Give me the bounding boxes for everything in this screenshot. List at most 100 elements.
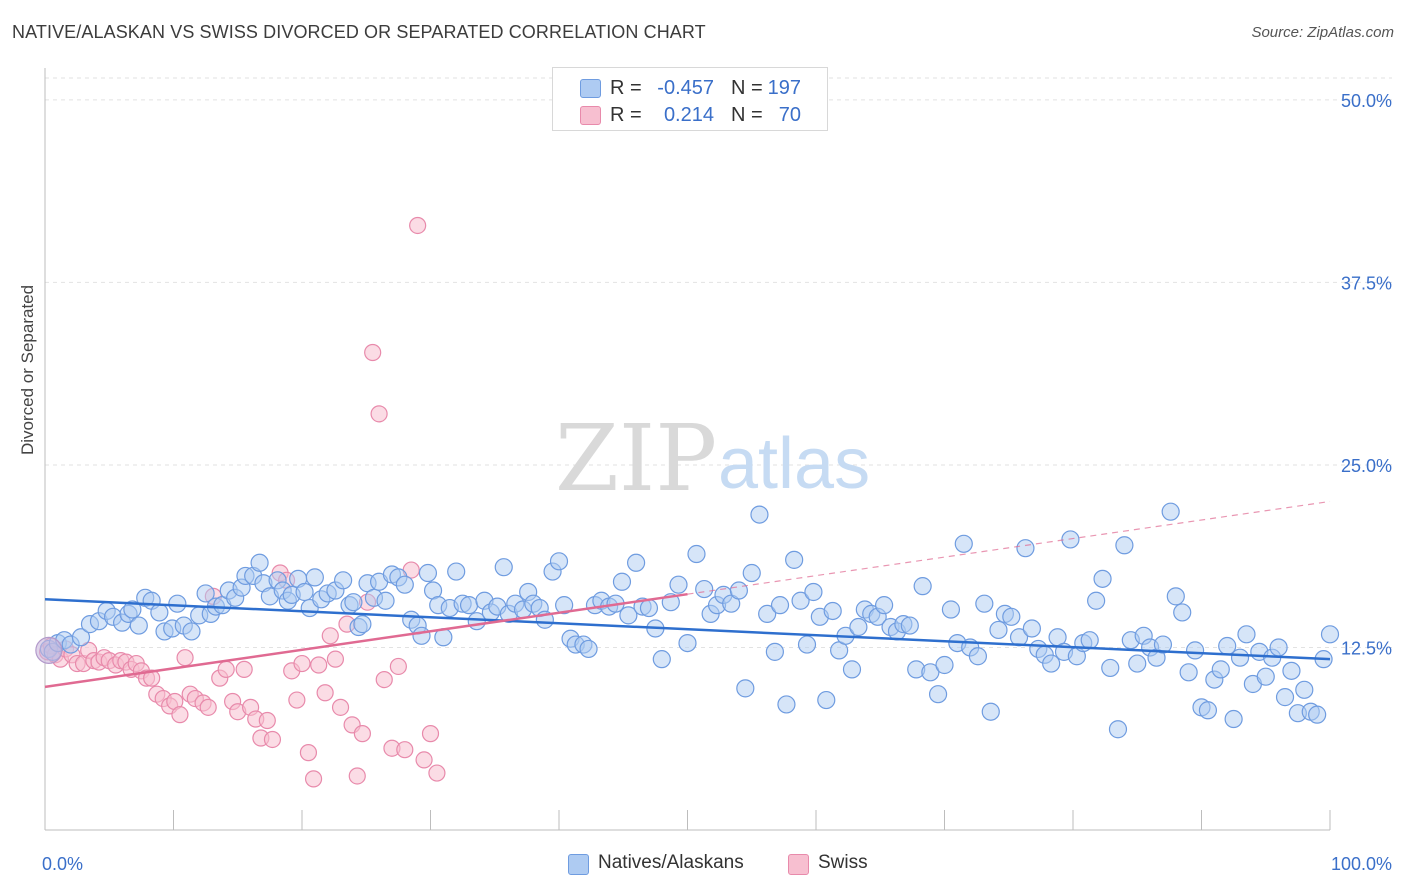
swiss-point xyxy=(396,741,414,759)
legend-row-swiss: R = 0.214 N = 70 xyxy=(553,102,827,128)
y-tick-labels: 12.5% 25.0% 37.5% 50.0% xyxy=(1341,91,1392,659)
swiss-point xyxy=(288,691,306,709)
legend-n-value: 70 xyxy=(778,104,801,126)
natives-point xyxy=(791,591,810,610)
natives-point xyxy=(412,626,431,645)
natives-point xyxy=(652,650,671,669)
legend-r-value: -0.457 xyxy=(657,77,714,99)
natives-point xyxy=(928,685,948,704)
swiss-point xyxy=(310,656,328,674)
natives-point xyxy=(1161,502,1180,521)
natives-point xyxy=(687,544,706,564)
natives-point xyxy=(150,603,169,622)
swiss-point xyxy=(370,405,388,423)
swiss-point xyxy=(415,751,433,769)
source-label: Source: ZipAtlas.com xyxy=(1251,24,1394,41)
bottom-legend-label: Swiss xyxy=(818,852,868,873)
legend-swatch-pink xyxy=(580,106,601,125)
natives-point xyxy=(1308,705,1327,724)
natives-point xyxy=(777,695,796,714)
natives-point xyxy=(295,582,314,602)
natives-point xyxy=(1022,619,1041,638)
natives-point xyxy=(1237,625,1256,644)
swiss-point xyxy=(353,725,371,743)
legend-n-label: N = xyxy=(731,77,763,99)
swiss-point xyxy=(258,711,276,730)
legend-r-label: R = xyxy=(610,104,642,126)
swiss-point xyxy=(321,627,339,645)
natives-point xyxy=(305,568,324,587)
natives-point xyxy=(1166,587,1185,606)
natives-point xyxy=(549,552,569,571)
x-tick-labels: 0.0% 100.0% xyxy=(42,854,1392,874)
natives-point xyxy=(1179,663,1198,682)
natives-point xyxy=(250,553,269,572)
natives-point xyxy=(619,606,638,625)
natives-point xyxy=(35,636,63,664)
natives-point xyxy=(1042,654,1061,673)
natives-point xyxy=(913,577,932,596)
legend-swatch-blue xyxy=(580,79,601,98)
natives-point xyxy=(900,616,919,635)
natives-points xyxy=(35,502,1340,739)
natives-point xyxy=(981,702,1000,721)
natives-point xyxy=(1198,701,1218,720)
natives-point xyxy=(804,582,823,602)
natives-point xyxy=(669,575,688,594)
natives-point xyxy=(1173,603,1192,622)
natives-point xyxy=(785,550,804,569)
natives-point xyxy=(742,563,761,583)
natives-point xyxy=(1275,688,1295,707)
natives-point xyxy=(1211,660,1230,679)
natives-point xyxy=(842,660,862,679)
natives-point xyxy=(1087,591,1106,610)
natives-point xyxy=(1080,631,1099,650)
natives-point xyxy=(817,690,836,710)
natives-point xyxy=(1256,667,1275,686)
natives-point xyxy=(71,628,91,647)
x-tick-label: 100.0% xyxy=(1331,854,1392,874)
legend-n-label: N = xyxy=(731,104,763,126)
y-tick-label: 12.5% xyxy=(1341,638,1392,658)
natives-point xyxy=(344,593,363,612)
natives-point xyxy=(1002,607,1021,626)
natives-point xyxy=(989,620,1008,640)
natives-point xyxy=(750,505,769,524)
natives-point xyxy=(875,596,894,615)
swiss-point xyxy=(171,706,189,724)
natives-point xyxy=(1295,680,1314,699)
swiss-point xyxy=(217,660,235,678)
natives-point xyxy=(459,596,479,615)
swiss-point xyxy=(331,698,350,716)
natives-point xyxy=(1320,625,1340,644)
natives-point xyxy=(395,575,414,594)
natives-point xyxy=(1115,536,1134,555)
swiss-point xyxy=(304,770,323,788)
natives-point xyxy=(975,594,994,613)
x-tick-label: 0.0% xyxy=(42,854,83,874)
swiss-point xyxy=(326,650,345,668)
natives-point xyxy=(639,598,659,618)
chart-title: NATIVE/ALASKAN VS SWISS DIVORCED OR SEPA… xyxy=(12,22,706,42)
natives-point xyxy=(1269,638,1288,657)
natives-point xyxy=(123,600,142,619)
swiss-point xyxy=(389,657,407,676)
natives-point xyxy=(797,635,817,654)
swiss-point xyxy=(263,730,282,749)
axes xyxy=(44,68,1331,831)
natives-point xyxy=(729,581,749,600)
swiss-point xyxy=(143,669,161,687)
natives-point xyxy=(849,617,868,637)
swiss-point xyxy=(428,764,446,782)
natives-point xyxy=(447,562,466,581)
legend-row-natives: R = -0.457 N = 197 xyxy=(553,75,827,101)
natives-point xyxy=(678,633,697,653)
natives-point xyxy=(555,596,574,615)
swiss-trend-line-dashed xyxy=(687,500,1331,595)
legend-r-label: R = xyxy=(610,77,642,99)
natives-trend-line xyxy=(44,598,1331,661)
legend-r-value: 0.214 xyxy=(663,104,714,126)
natives-point xyxy=(196,584,215,603)
natives-point xyxy=(1230,648,1250,667)
